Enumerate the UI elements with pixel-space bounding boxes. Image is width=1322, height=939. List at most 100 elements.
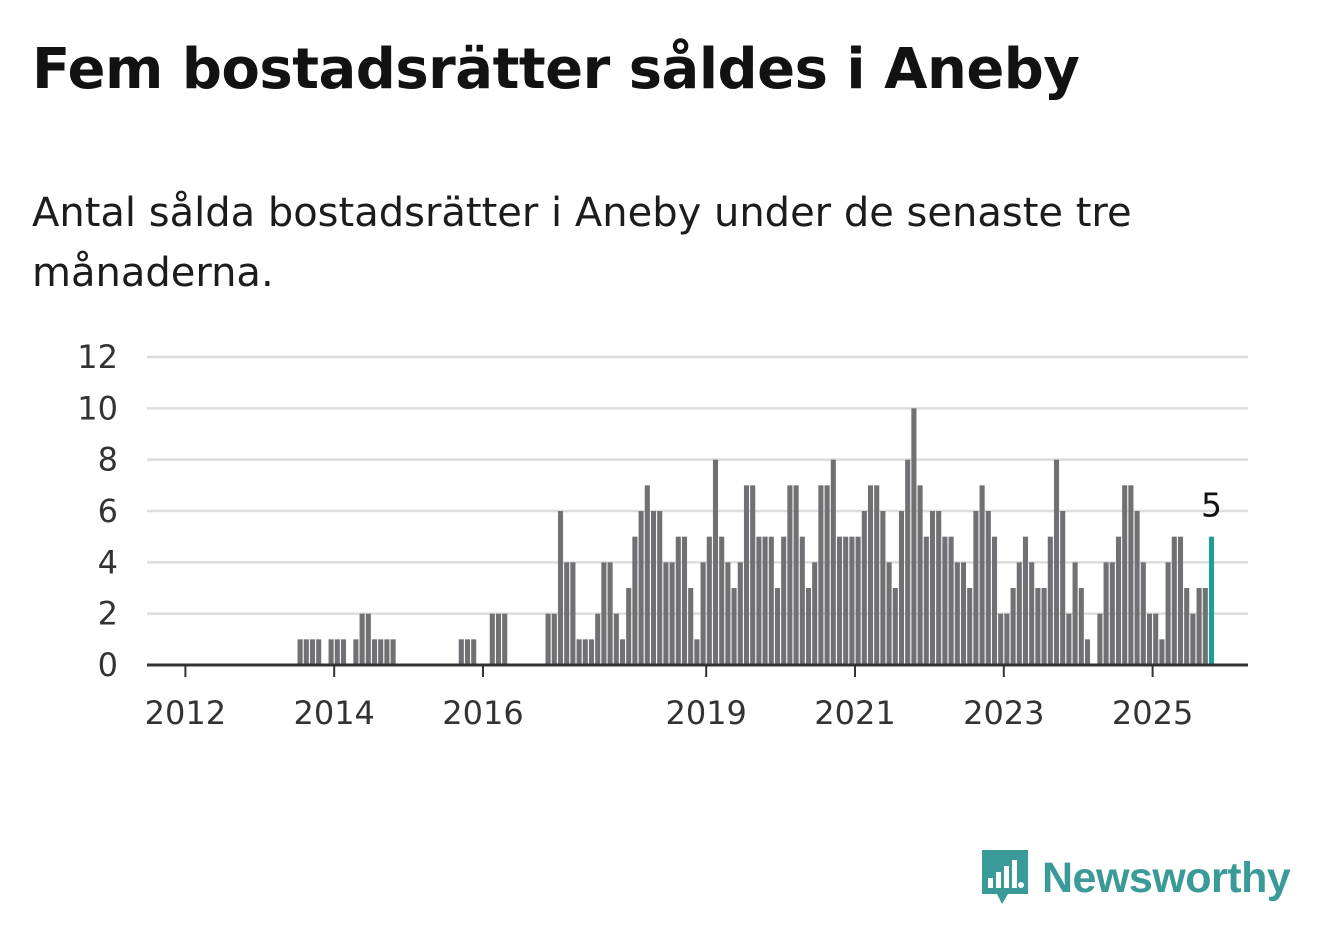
bar	[334, 639, 340, 665]
bar	[1103, 562, 1109, 665]
bar	[867, 485, 874, 665]
bar	[1171, 536, 1177, 665]
bar	[688, 588, 694, 665]
bar	[669, 562, 675, 665]
bar	[942, 536, 948, 665]
bar	[719, 536, 725, 665]
bar	[619, 639, 626, 665]
bar	[830, 459, 836, 665]
bar	[874, 485, 880, 665]
bar	[371, 639, 378, 665]
bar	[1097, 613, 1103, 665]
bar	[1109, 562, 1115, 665]
bar	[1140, 562, 1146, 665]
bar	[632, 536, 638, 665]
bar	[979, 485, 985, 665]
bar	[650, 511, 657, 665]
bar	[681, 536, 688, 665]
bar	[929, 511, 936, 665]
bar	[1035, 588, 1041, 665]
highlight-data-label: 5	[1201, 486, 1222, 525]
bar	[1053, 459, 1060, 665]
bar	[898, 511, 905, 665]
bar	[1072, 562, 1078, 665]
bar	[768, 536, 774, 665]
bar	[812, 562, 818, 665]
bar	[843, 536, 849, 665]
bar	[545, 613, 551, 665]
bar	[638, 511, 644, 665]
x-tick-label: 2012	[145, 694, 226, 732]
bar	[886, 562, 892, 665]
bar	[1202, 588, 1208, 665]
bar	[967, 588, 973, 665]
bar	[564, 562, 570, 665]
newsworthy-logo: Newsworthy	[980, 848, 1291, 908]
bar	[985, 511, 991, 665]
bar	[644, 485, 650, 665]
bar	[1128, 485, 1134, 665]
bar	[1060, 511, 1066, 665]
bar	[601, 562, 607, 665]
bar	[880, 511, 886, 665]
bar	[1029, 562, 1035, 665]
bar	[495, 613, 502, 665]
bar	[991, 536, 998, 665]
bar	[384, 639, 390, 665]
bar	[973, 511, 979, 665]
bar	[607, 562, 613, 665]
bar	[557, 511, 564, 665]
bar	[917, 485, 923, 665]
bar	[1022, 536, 1029, 665]
bar	[316, 639, 322, 665]
bar	[1084, 639, 1091, 665]
bar	[861, 511, 867, 665]
bar	[818, 485, 824, 665]
bar	[390, 639, 396, 665]
newsworthy-logo-text: Newsworthy	[1042, 853, 1291, 902]
bar	[613, 613, 619, 665]
bar	[458, 639, 464, 665]
bar	[1196, 588, 1202, 665]
y-tick-label: 0	[98, 646, 118, 684]
bar-highlight	[1208, 536, 1215, 665]
bar	[365, 613, 371, 665]
bar	[595, 613, 601, 665]
bar	[737, 562, 743, 665]
bar	[743, 485, 750, 665]
bar	[1004, 613, 1010, 665]
bar	[731, 588, 737, 665]
bar	[1153, 613, 1159, 665]
bar	[1016, 562, 1022, 665]
bar	[725, 562, 731, 665]
bar	[551, 613, 557, 665]
bar	[588, 639, 595, 665]
bar	[911, 408, 917, 665]
x-tick-label: 2025	[1112, 694, 1193, 732]
bar	[663, 562, 669, 665]
bar	[799, 536, 805, 665]
bar	[1146, 613, 1153, 665]
bar	[706, 536, 712, 665]
bar	[1078, 588, 1084, 665]
bar	[576, 639, 582, 665]
bar	[774, 588, 781, 665]
y-tick-label: 6	[98, 492, 118, 530]
y-tick-label: 8	[98, 441, 118, 479]
bar	[340, 639, 347, 665]
y-tick-label: 12	[77, 338, 118, 376]
bar	[824, 485, 830, 665]
bar	[855, 536, 861, 665]
bar	[905, 459, 911, 665]
chart-subtitle: Antal sålda bostadsrätter i Aneby under …	[32, 190, 1132, 296]
y-tick-label: 4	[98, 543, 118, 581]
bar	[464, 639, 471, 665]
x-tick-label: 2023	[963, 694, 1044, 732]
bar	[936, 511, 942, 665]
bar	[960, 562, 967, 665]
bar	[297, 639, 303, 665]
chart-title: Fem bostadsrätter såldes i Aneby	[32, 37, 1080, 102]
bar	[309, 639, 316, 665]
bar	[793, 485, 799, 665]
